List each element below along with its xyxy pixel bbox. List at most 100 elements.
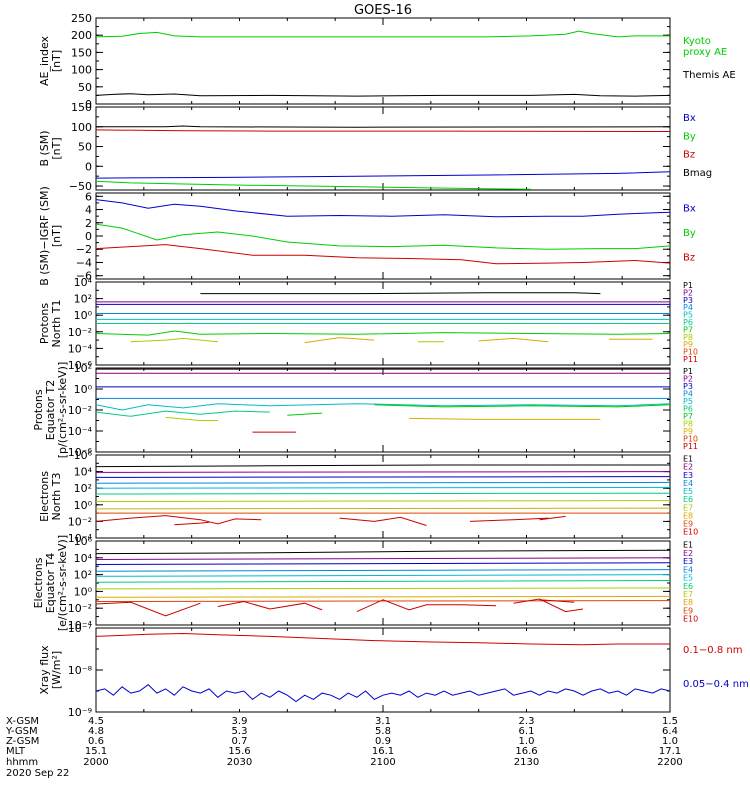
legend-line: E6: [683, 582, 693, 591]
y-axis-label: ElectronsEquator T4[e/(cm²-s-sr-keV)]: [32, 535, 69, 631]
footer-value: 16.6: [515, 746, 537, 757]
series-line: [539, 515, 566, 521]
legend-line: P8: [683, 420, 693, 429]
series-line: [95, 464, 670, 468]
legend-entry: P2: [683, 375, 693, 384]
legend-line: 0.1−0.8 nm: [683, 645, 742, 656]
series-line: [539, 599, 575, 603]
series-line: [95, 476, 671, 478]
y-tick-label: 250: [71, 12, 92, 25]
legend-entry: 0.1−0.8 nm: [683, 645, 742, 656]
legend-line: P9: [683, 427, 693, 436]
panel-4: 10⁴ 10² 10⁰ 10⁻² 10⁻⁴ 10⁻⁶ ProtonsNorth T1 P1P2…: [38, 276, 698, 372]
legend-entry: E9: [683, 606, 693, 615]
legend-entry: P8: [683, 420, 693, 429]
legend-line: 0.05−0.4 nm: [683, 679, 749, 690]
legend-entry: E6: [683, 582, 693, 591]
y-tick-label: 10⁻⁹: [68, 706, 92, 719]
legend-line: By: [683, 228, 696, 239]
y-axis-label: ElectronsNorth T3: [38, 471, 63, 522]
footer-value: 4.5: [88, 716, 104, 727]
y-axis-label: B (SM)[nT]: [38, 130, 63, 166]
legend-entry: P2: [683, 288, 693, 297]
legend-entry: Bz: [683, 150, 695, 161]
legend-entry: P7: [683, 412, 693, 421]
series-line: [478, 337, 549, 343]
legend-line: P11: [683, 442, 698, 451]
y-tick-label: 10⁻²: [68, 515, 92, 528]
legend-entry: P7: [683, 325, 693, 334]
legend-line: By: [683, 131, 696, 142]
y-axis-label-line: Equator T4: [44, 553, 57, 613]
y-axis-label-line: [nT]: [50, 50, 63, 72]
series-line: [339, 516, 427, 526]
legend-line: E3: [683, 557, 693, 566]
series-line: [95, 481, 671, 484]
y-axis-label: AE_index[nT]: [38, 35, 63, 86]
series-line: [95, 569, 671, 572]
y-tick-label: 10⁻⁴: [68, 619, 93, 632]
y-tick-label: 10⁶: [74, 449, 93, 462]
series-line: [95, 180, 531, 190]
series-line: [174, 521, 210, 526]
y-tick-label: −2: [76, 243, 92, 256]
footer-value: 1.0: [662, 736, 678, 747]
legend-line: E5: [683, 574, 693, 583]
panel-frame: [95, 17, 671, 105]
footer-value: 2000: [83, 757, 108, 768]
series-line: [95, 171, 671, 179]
y-tick-label: 10⁻²: [68, 602, 92, 615]
legend-line: P2: [683, 288, 693, 297]
footer-value: 16.1: [372, 746, 394, 757]
legend-entry: E4: [683, 479, 693, 488]
series-line: [95, 492, 671, 495]
legend-line: Bmag: [683, 168, 712, 179]
y-tick-label: 10⁰: [74, 383, 93, 396]
series-line: [95, 601, 201, 617]
y-axis-label-line: [nT]: [50, 137, 63, 159]
legend-line: E7: [683, 503, 693, 512]
series-line: [95, 562, 671, 565]
legend-entry: E8: [683, 598, 693, 607]
legend-line: Kyoto: [683, 36, 711, 47]
legend-entry: E10: [683, 615, 698, 624]
y-tick-label: 10⁻⁴: [68, 532, 93, 545]
legend-entry: E2: [683, 463, 693, 472]
y-tick-label: 100: [71, 121, 92, 134]
legend-line: E10: [683, 615, 698, 624]
y-axis-label-line: [W/m²]: [50, 651, 63, 689]
y-axis-label-line: AE_index: [38, 35, 51, 86]
legend-line: E7: [683, 590, 693, 599]
series-line: [95, 557, 671, 560]
footer-row-label: Y-GSM: [5, 726, 38, 737]
series-line: [95, 244, 671, 265]
legend-line: P2: [683, 375, 693, 384]
legend-entry: P4: [683, 390, 693, 399]
legend-entry: P1: [683, 367, 693, 376]
legend-entry: E8: [683, 511, 693, 520]
legend-entry: Bz: [683, 253, 695, 264]
footer-row-label: Z-GSM: [6, 736, 39, 747]
y-tick-label: 10²: [74, 482, 92, 495]
series-line: [287, 412, 323, 416]
y-tick-label: 150: [71, 46, 92, 59]
footer-value: 3.1: [375, 716, 391, 727]
y-axis-label: ProtonsEquator T2[p/(cm²-s-sr-keV)]: [32, 362, 69, 459]
legend-entry: E3: [683, 557, 693, 566]
y-tick-label: 10⁻⁴: [68, 342, 93, 355]
series-line: [217, 600, 323, 611]
y-axis-label: Xray flux[W/m²]: [38, 645, 63, 695]
legend-line: P7: [683, 325, 693, 334]
panel-frame: [95, 192, 671, 280]
series-line: [95, 587, 671, 590]
legend-line: P7: [683, 412, 693, 421]
y-axis-label-line: Electrons: [38, 471, 51, 522]
footer-value: 0.9: [375, 736, 391, 747]
legend-entry: E7: [683, 590, 693, 599]
series-line: [95, 500, 671, 502]
legend-line: E4: [683, 565, 693, 574]
legend-entry: E1: [683, 541, 693, 550]
